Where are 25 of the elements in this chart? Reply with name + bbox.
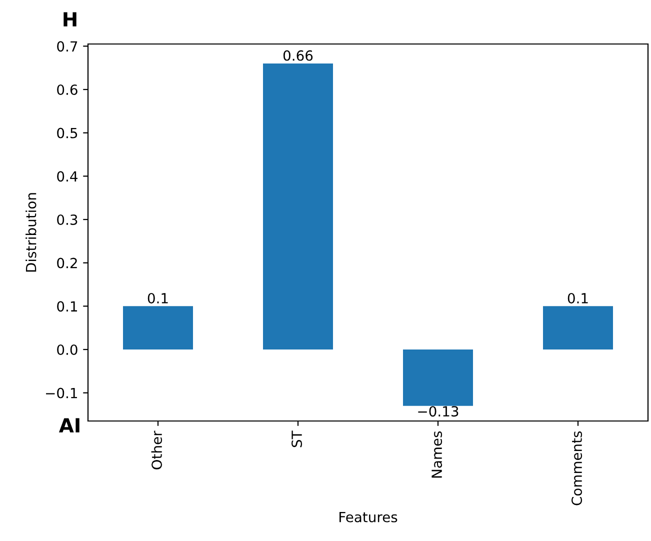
y-tick-label: 0.1	[57, 301, 77, 312]
y-tick-label: 0.2	[57, 258, 77, 268]
y-tick-label: 0.6	[57, 84, 78, 95]
text: H	[64, 12, 76, 26]
text: AI	[58, 418, 80, 432]
data-label: 0.66	[283, 50, 313, 61]
x-tick-label: Comments	[572, 431, 582, 506]
y-tick-label: 0.0	[57, 344, 78, 355]
bar	[403, 350, 473, 406]
y-tick-label: 0.4	[57, 171, 78, 182]
y-axis-title: Distribution	[26, 193, 36, 272]
x-axis-title: Features	[340, 512, 398, 522]
bar	[123, 306, 193, 350]
data-label: −0.13	[418, 406, 458, 417]
x-tick-label: Other	[151, 430, 162, 470]
y-tick-label: 0.7	[57, 41, 78, 52]
data-label: 0.1	[568, 292, 588, 304]
y-tick-label: −0.1	[46, 388, 77, 398]
bar	[263, 64, 333, 350]
y-tick-label: 0.5	[57, 128, 78, 138]
data-label: 0.1	[148, 292, 168, 304]
x-tick-label: ST	[292, 430, 302, 448]
x-tick-label: Names	[432, 431, 442, 478]
y-tick-label: 0.3	[57, 214, 78, 225]
bar	[543, 306, 613, 350]
